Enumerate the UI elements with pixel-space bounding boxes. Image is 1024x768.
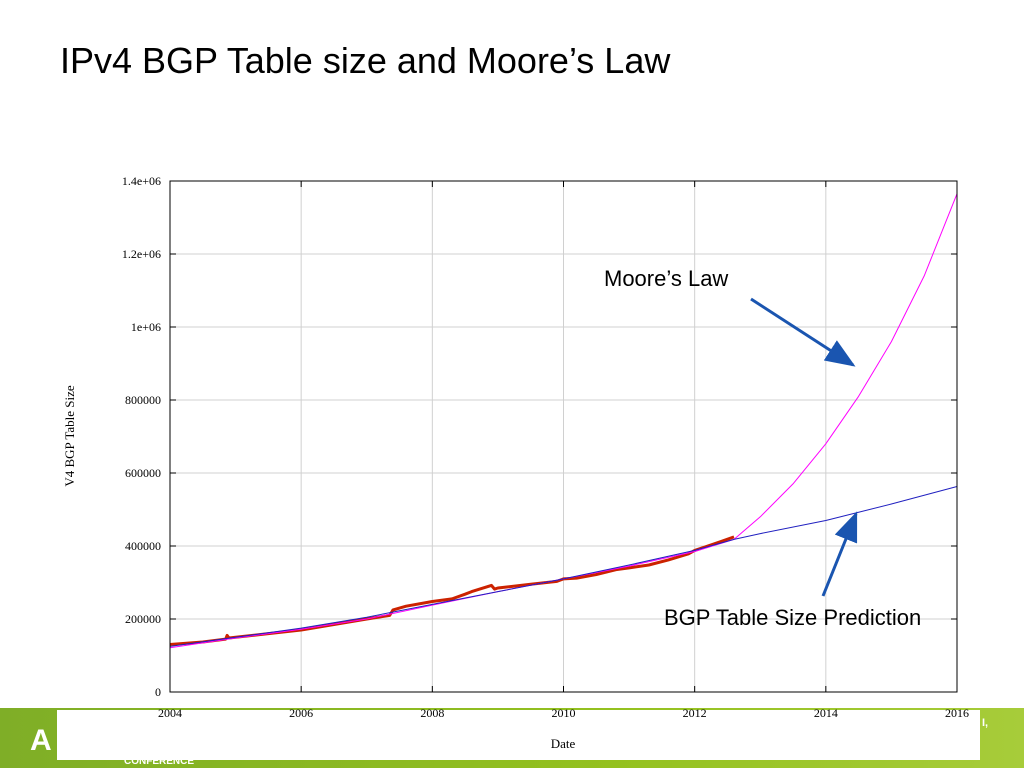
x-tick-label: 2014 <box>814 706 838 720</box>
observed-bgp-series-line <box>169 535 735 646</box>
y-axis-title: V4 BGP Table Size <box>62 385 77 487</box>
moores-law-series-line <box>169 193 958 649</box>
x-tick-label: 2016 <box>945 706 969 720</box>
slide-title: IPv4 BGP Table size and Moore’s Law <box>60 40 671 81</box>
x-tick-label: 2008 <box>420 706 444 720</box>
bgp-prediction-series-line <box>169 486 958 647</box>
moores-law-arrow <box>750 297 856 367</box>
y-tick-label: 1.2e+06 <box>122 247 161 261</box>
footer-logo-mark: A <box>30 724 52 757</box>
footer-conference-text: CONFERENCE <box>124 756 195 767</box>
bgp-prediction-arrow <box>821 511 858 597</box>
bgp-prediction-callout: BGP Table Size Prediction <box>664 605 921 630</box>
x-tick-label: 2006 <box>289 706 313 720</box>
grid-layer <box>170 181 957 692</box>
footer-right-mark: I, <box>982 717 989 729</box>
y-tick-label: 1e+06 <box>131 320 161 334</box>
y-tick-label: 800000 <box>125 393 161 407</box>
y-tick-label: 200000 <box>125 612 161 626</box>
tick-layer: 2004 2006 2008 2010 2012 2014 2016 0 200000 40000… <box>122 174 969 720</box>
series-layer <box>169 193 958 649</box>
moores-law-callout: Moore’s Law <box>604 266 728 291</box>
y-tick-label: 0 <box>155 685 161 699</box>
x-tick-label: 2004 <box>158 706 182 720</box>
x-tick-label: 2012 <box>683 706 707 720</box>
x-axis-title: Date <box>551 736 576 751</box>
x-tick-label: 2010 <box>552 706 576 720</box>
y-tick-label: 1.4e+06 <box>122 174 161 188</box>
y-tick-label: 400000 <box>125 539 161 553</box>
y-tick-label: 600000 <box>125 466 161 480</box>
footer-white-panel <box>57 710 980 760</box>
